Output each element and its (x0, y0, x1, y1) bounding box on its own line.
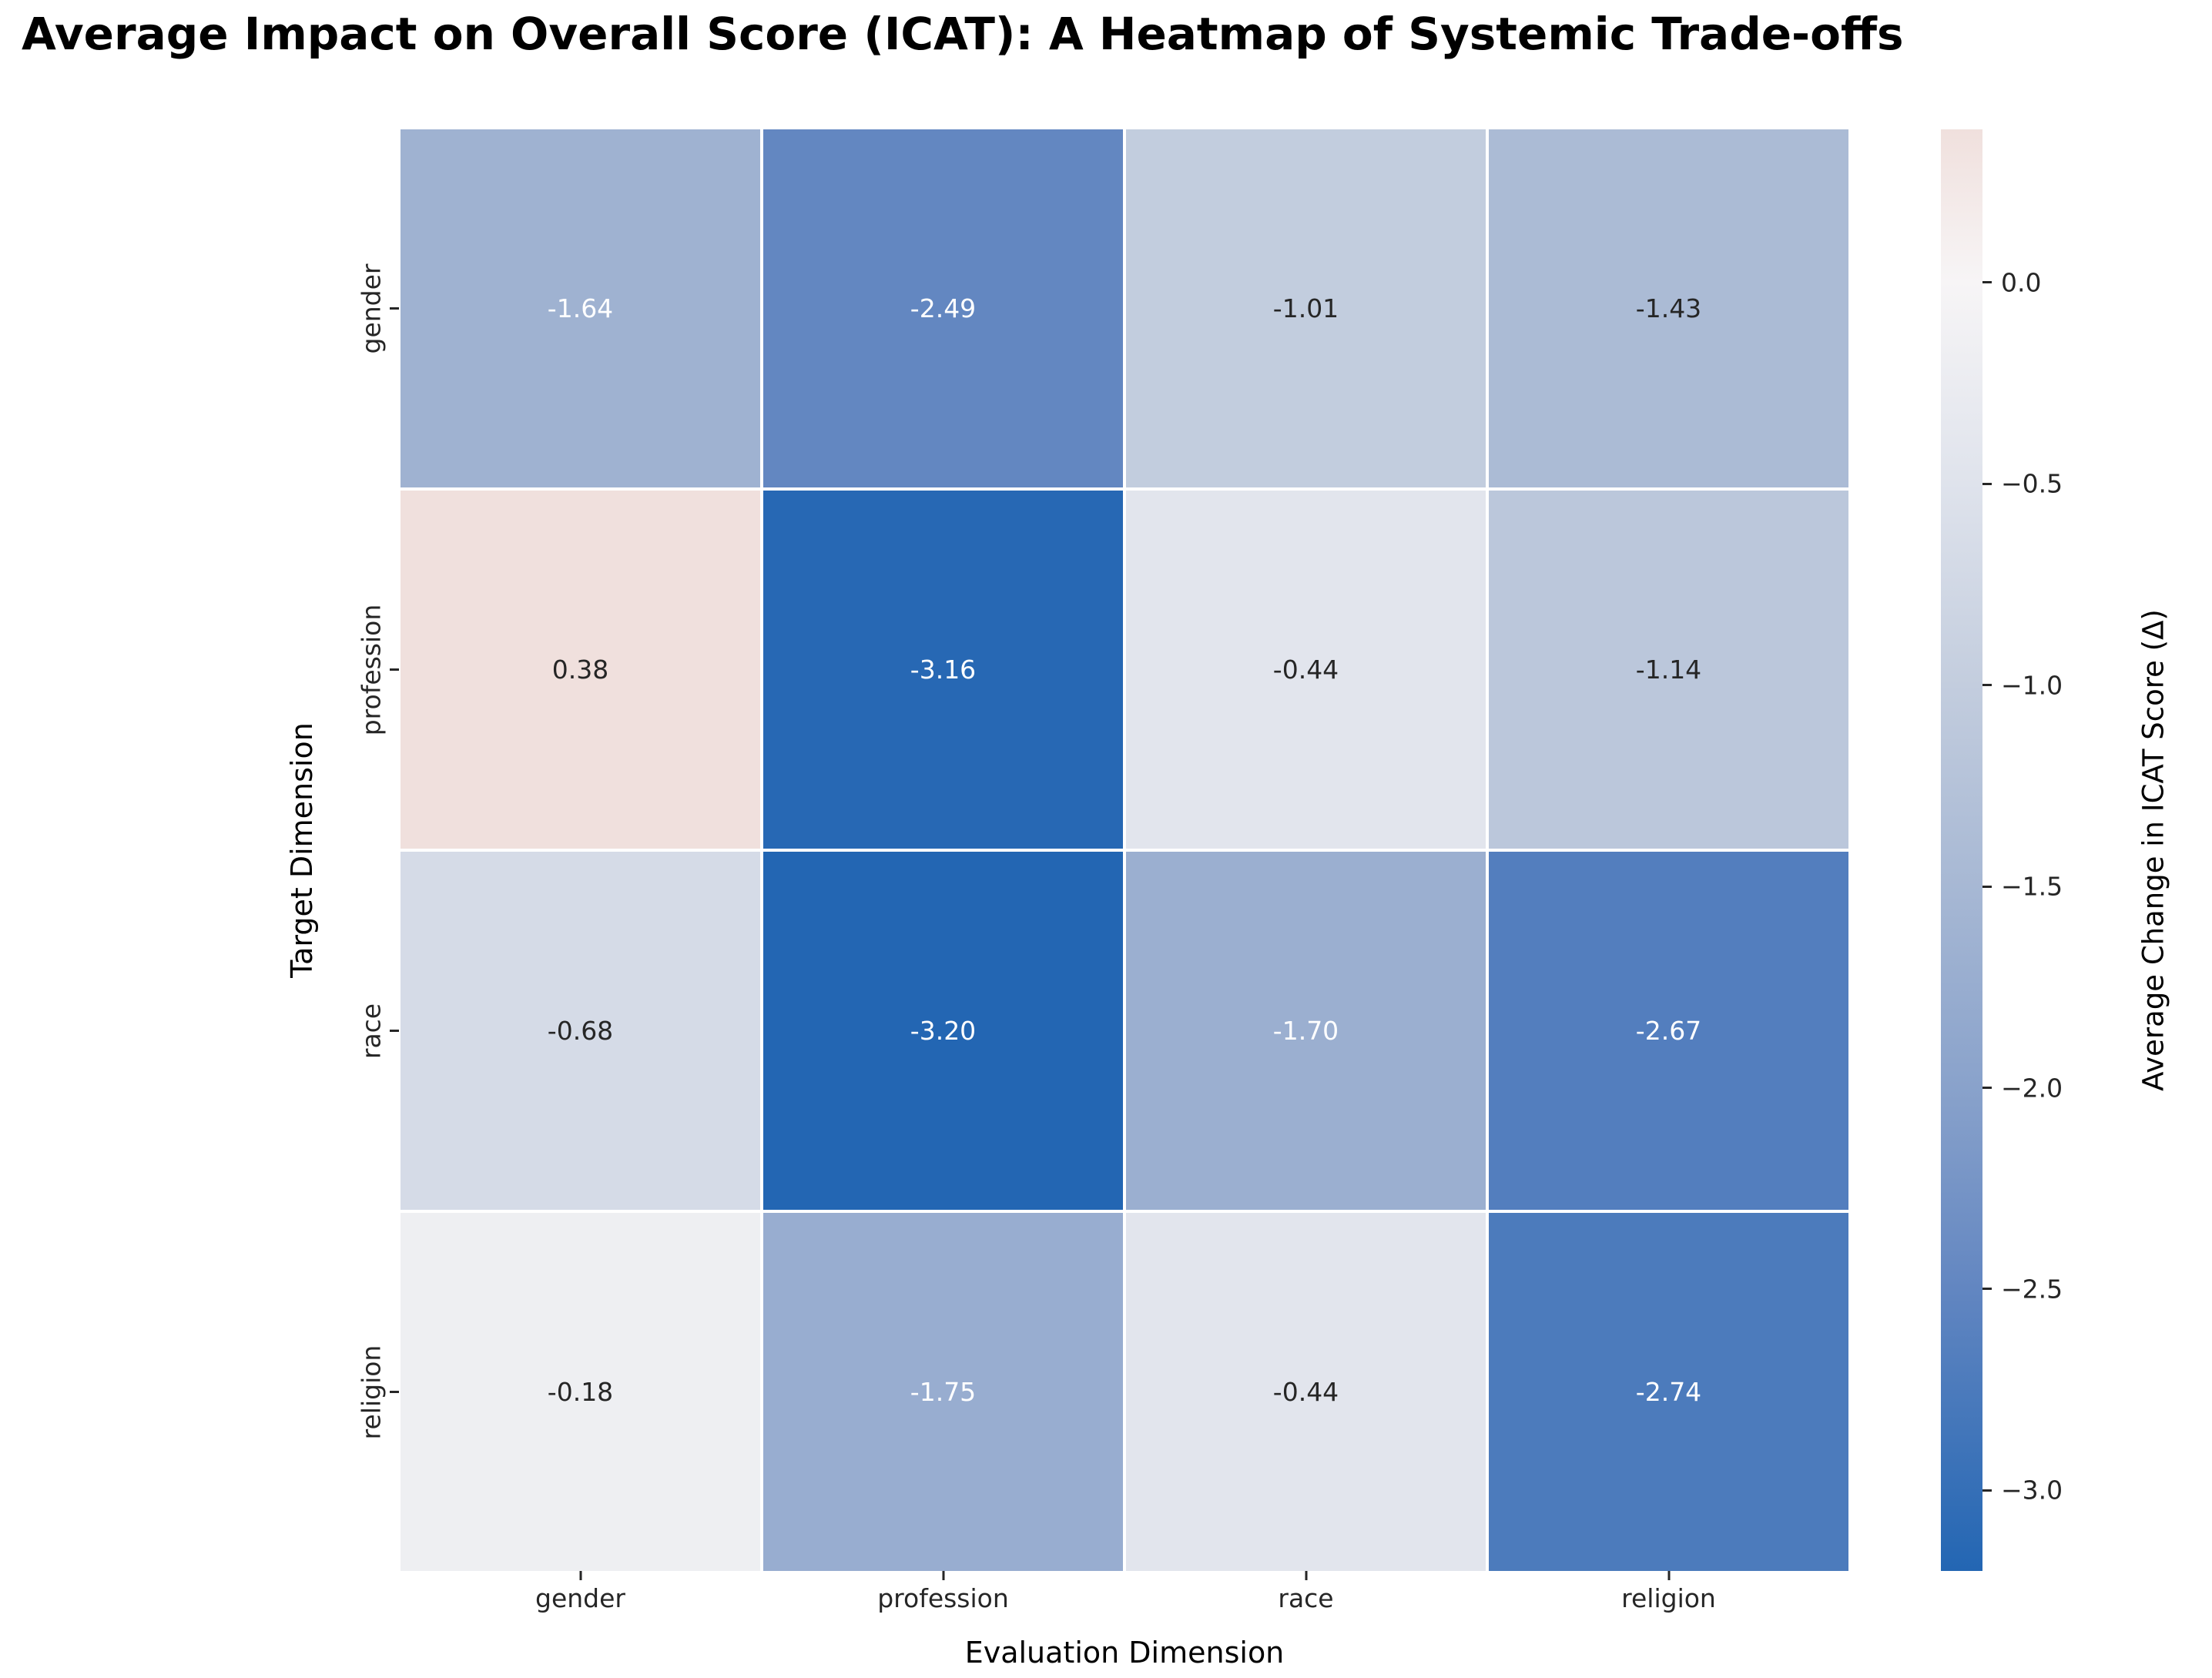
y-tick-label: gender (356, 263, 387, 353)
heatmap-cell: -1.70 (1126, 852, 1486, 1210)
x-tick-mark (942, 1571, 944, 1580)
colorbar-tick-mark (1982, 885, 1992, 888)
heatmap-cell: -2.74 (1489, 1213, 1848, 1571)
heatmap-cell: -0.44 (1126, 1213, 1486, 1571)
y-axis-label: Target Dimension (285, 722, 319, 978)
heatmap-cell: -2.49 (763, 129, 1123, 487)
colorbar-tick-mark (1982, 281, 1992, 284)
x-tick-mark (579, 1571, 581, 1580)
heatmap-cell: -1.75 (763, 1213, 1123, 1571)
heatmap-cell: 0.38 (401, 491, 760, 849)
cell-value: -0.18 (547, 1377, 614, 1407)
heatmap-cell: -1.43 (1489, 129, 1848, 487)
x-tick-label: gender (535, 1583, 625, 1613)
heatmap-cell: -1.64 (401, 129, 760, 487)
heatmap-cell: -0.18 (401, 1213, 760, 1571)
colorbar-label: Average Change in ICAT Score (Δ) (2137, 609, 2170, 1091)
cell-value: -3.16 (910, 655, 977, 685)
colorbar-tick-label: 0.0 (2001, 267, 2042, 298)
colorbar-tick-label: −1.5 (2001, 871, 2063, 902)
heatmap-cell: -1.14 (1489, 491, 1848, 849)
heatmap-cell: -3.16 (763, 491, 1123, 849)
cell-value: -1.14 (1635, 655, 1702, 685)
colorbar-tick-mark (1982, 1489, 1992, 1492)
colorbar-tick-label: −1.0 (2001, 670, 2063, 701)
cell-value: -2.74 (1635, 1377, 1702, 1407)
cell-value: -0.68 (547, 1016, 614, 1046)
cell-value: -1.75 (910, 1377, 977, 1407)
y-tick-mark (390, 1030, 399, 1032)
cell-value: -0.44 (1272, 1377, 1339, 1407)
heatmap-cell: -1.01 (1126, 129, 1486, 487)
cell-value: -1.01 (1272, 293, 1339, 323)
x-tick-label: religion (1621, 1583, 1716, 1613)
cell-value: -1.70 (1272, 1016, 1339, 1046)
colorbar-tick-mark (1982, 482, 1992, 485)
cell-value: -0.44 (1272, 655, 1339, 685)
cell-value: -1.43 (1635, 293, 1702, 323)
x-tick-mark (1667, 1571, 1670, 1580)
chart-title: Average Impact on Overall Score (ICAT): … (22, 8, 1904, 60)
y-tick-mark (390, 1391, 399, 1393)
cell-value: -2.67 (1635, 1016, 1702, 1046)
cell-value: -1.64 (547, 293, 614, 323)
colorbar-tick-label: −2.5 (2001, 1274, 2063, 1305)
y-tick-mark (390, 307, 399, 310)
heatmap-cell: -3.20 (763, 852, 1123, 1210)
x-axis-label: Evaluation Dimension (964, 1636, 1285, 1670)
colorbar (1941, 129, 1982, 1571)
heatmap-grid: -1.64 -2.49 -1.01 -1.43 0.38 -3.16 -0.44 -1.14 -… (401, 129, 1848, 1571)
cell-value: -2.49 (910, 293, 977, 323)
heatmap-cell: -0.68 (401, 852, 760, 1210)
y-tick-label: race (356, 1003, 387, 1059)
x-tick-mark (1305, 1571, 1307, 1580)
colorbar-tick-label: −3.0 (2001, 1475, 2063, 1506)
y-tick-label: religion (356, 1345, 387, 1439)
y-tick-mark (390, 668, 399, 671)
x-tick-label: race (1278, 1583, 1334, 1613)
colorbar-tick-mark (1982, 1288, 1992, 1291)
x-tick-label: profession (877, 1583, 1009, 1613)
cell-value: -3.20 (910, 1016, 977, 1046)
colorbar-tick-mark (1982, 1087, 1992, 1089)
colorbar-tick-mark (1982, 684, 1992, 687)
colorbar-tick-label: −0.5 (2001, 468, 2063, 499)
heatmap-cell: -0.44 (1126, 491, 1486, 849)
y-tick-label: profession (356, 604, 387, 735)
cell-value: 0.38 (551, 655, 609, 685)
heatmap-cell: -2.67 (1489, 852, 1848, 1210)
colorbar-tick-label: −2.0 (2001, 1073, 2063, 1103)
